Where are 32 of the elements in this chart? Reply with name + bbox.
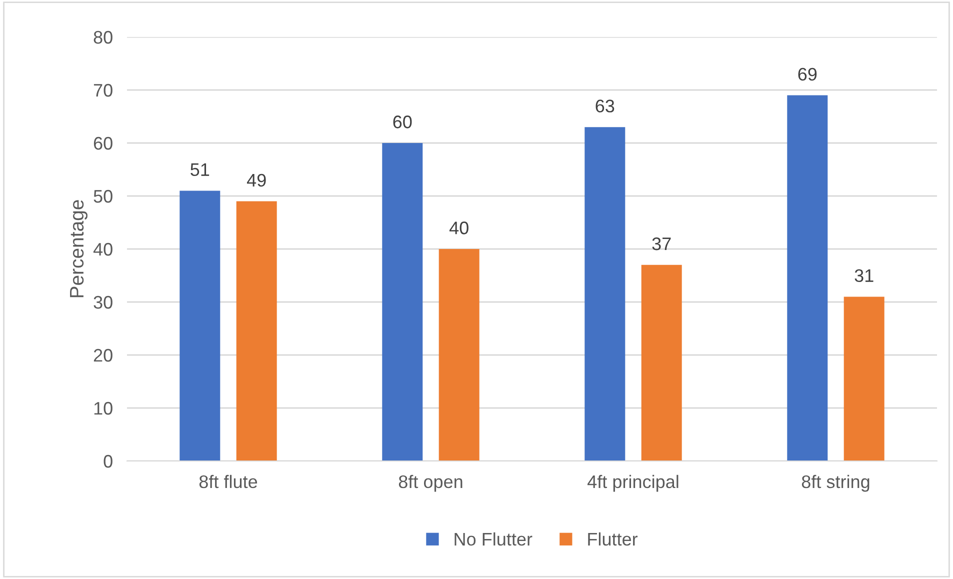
bar [438, 249, 480, 461]
y-tick-label: 80 [94, 30, 112, 44]
data-label: 31 [854, 269, 874, 282]
bar [844, 296, 884, 461]
y-tick-label: 40 [93, 242, 112, 256]
x-tick-label: 8ft string [802, 474, 870, 492]
data-label: 37 [652, 237, 671, 250]
bar [584, 127, 626, 461]
legend-label: No Flutter [454, 532, 532, 546]
x-tick-label: 8ft flute [199, 474, 258, 488]
bar [382, 143, 423, 461]
x-tick-label: 4ft principal [588, 474, 678, 492]
y-tick-label: 10 [94, 402, 112, 415]
data-label: 60 [393, 116, 412, 128]
bar [641, 264, 682, 461]
y-tick-label: 30 [94, 296, 112, 309]
data-label: 40 [449, 222, 468, 234]
bar [236, 201, 277, 461]
y-tick-label: 50 [94, 190, 112, 203]
bar [180, 190, 220, 461]
y-tick-label: 0 [104, 454, 112, 468]
y-tick-label: 20 [94, 348, 112, 362]
y-tick-label: 60 [94, 136, 112, 150]
legend-label: Flutter [588, 532, 638, 546]
y-tick-label: 70 [94, 84, 112, 97]
data-label: 49 [246, 174, 266, 187]
x-tick-label: 8ft open [398, 474, 462, 492]
data-label: 51 [190, 163, 210, 176]
y-axis-title: Percentage [70, 200, 88, 298]
data-label: 69 [798, 68, 817, 81]
bar [787, 95, 828, 461]
data-label: 63 [596, 100, 614, 112]
